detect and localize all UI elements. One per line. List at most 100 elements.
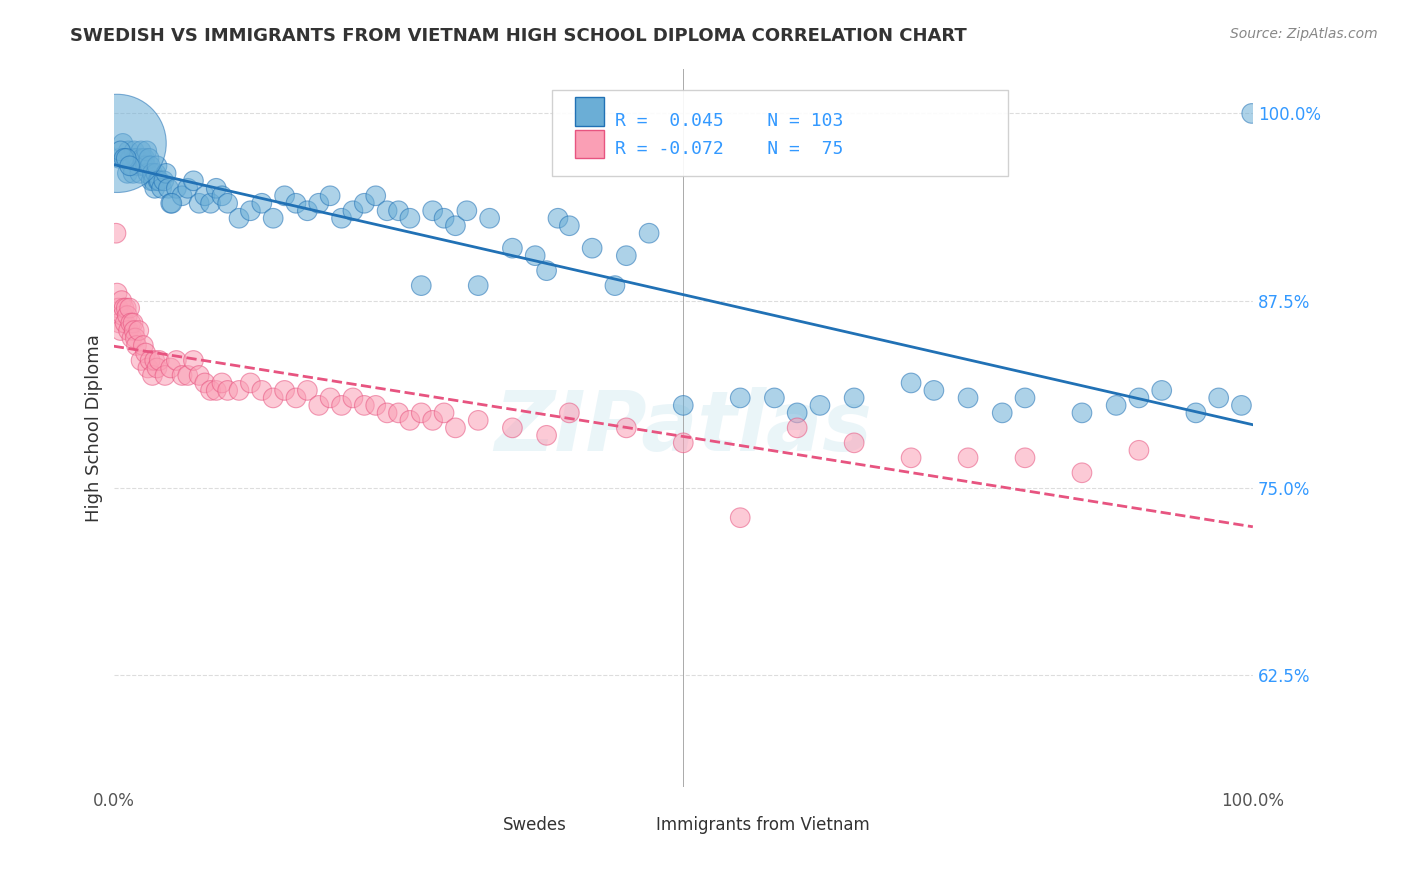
Point [1071, 406, 1094, 420]
Point [111, 309, 134, 323]
Point [844, 435, 866, 450]
Point [115, 152, 138, 166]
Point [900, 450, 922, 465]
Point [165, 353, 187, 368]
Point [728, 391, 751, 405]
Point [188, 196, 211, 211]
Point [134, 152, 156, 166]
Point [200, 196, 222, 211]
Point [110, 144, 132, 158]
Point [150, 181, 173, 195]
Point [114, 316, 136, 330]
Point [160, 196, 183, 211]
Point [672, 398, 695, 412]
Point [957, 450, 980, 465]
Point [129, 353, 152, 368]
Point [107, 301, 129, 315]
Text: SWEDISH VS IMMIGRANTS FROM VIETNAM HIGH SCHOOL DIPLOMA CORRELATION CHART: SWEDISH VS IMMIGRANTS FROM VIETNAM HIGH … [70, 27, 967, 45]
Point [524, 249, 547, 263]
Point [127, 152, 149, 166]
Point [120, 152, 142, 166]
Point [131, 152, 153, 166]
Point [353, 398, 375, 412]
Point [159, 361, 181, 376]
Point [153, 174, 176, 188]
Point [262, 211, 284, 226]
Point [1240, 106, 1263, 120]
Point [141, 166, 163, 180]
Point [467, 413, 489, 427]
Text: Immigrants from Vietnam: Immigrants from Vietnam [657, 816, 870, 834]
Point [141, 368, 163, 383]
Point [330, 211, 353, 226]
Point [467, 278, 489, 293]
Point [547, 211, 569, 226]
Point [165, 181, 187, 195]
Y-axis label: High School Diploma: High School Diploma [86, 334, 103, 522]
Point [117, 324, 139, 338]
Point [146, 174, 169, 188]
Point [194, 188, 217, 202]
Point [957, 391, 980, 405]
Point [228, 211, 250, 226]
Point [108, 316, 131, 330]
Point [558, 406, 581, 420]
Point [110, 324, 132, 338]
Point [139, 353, 162, 368]
Point [148, 353, 170, 368]
Point [1230, 398, 1253, 412]
Point [122, 144, 145, 158]
Point [1128, 391, 1150, 405]
Point [120, 316, 142, 330]
Point [422, 413, 444, 427]
Text: R = -0.072    N =  75: R = -0.072 N = 75 [614, 140, 844, 159]
Point [122, 324, 145, 338]
Point [991, 406, 1014, 420]
Point [342, 203, 364, 218]
Point [159, 196, 181, 211]
Point [211, 376, 233, 390]
Point [250, 384, 273, 398]
Point [132, 338, 155, 352]
Point [456, 203, 478, 218]
Point [117, 309, 139, 323]
Point [501, 421, 523, 435]
Point [364, 398, 387, 412]
Point [808, 398, 831, 412]
Point [125, 152, 148, 166]
Point [614, 249, 637, 263]
Point [183, 353, 205, 368]
Point [188, 368, 211, 383]
Point [157, 181, 180, 195]
Point [399, 413, 422, 427]
Point [111, 136, 134, 151]
Point [411, 278, 433, 293]
Point [117, 144, 139, 158]
Point [844, 391, 866, 405]
Point [273, 384, 295, 398]
Point [117, 166, 139, 180]
Point [205, 181, 228, 195]
Point [128, 324, 150, 338]
Point [638, 226, 661, 240]
Point [136, 166, 159, 180]
Point [444, 421, 467, 435]
Point [200, 384, 222, 398]
Point [139, 159, 162, 173]
Point [145, 166, 167, 180]
Point [250, 196, 273, 211]
Point [121, 159, 143, 173]
FancyBboxPatch shape [575, 129, 603, 159]
Point [148, 174, 170, 188]
Point [205, 384, 228, 398]
Point [239, 376, 262, 390]
Point [129, 166, 152, 180]
Point [217, 196, 239, 211]
Point [297, 203, 319, 218]
Point [118, 301, 141, 315]
Point [217, 384, 239, 398]
Point [112, 152, 135, 166]
Point [262, 391, 284, 405]
Point [135, 144, 157, 158]
Point [129, 144, 152, 158]
